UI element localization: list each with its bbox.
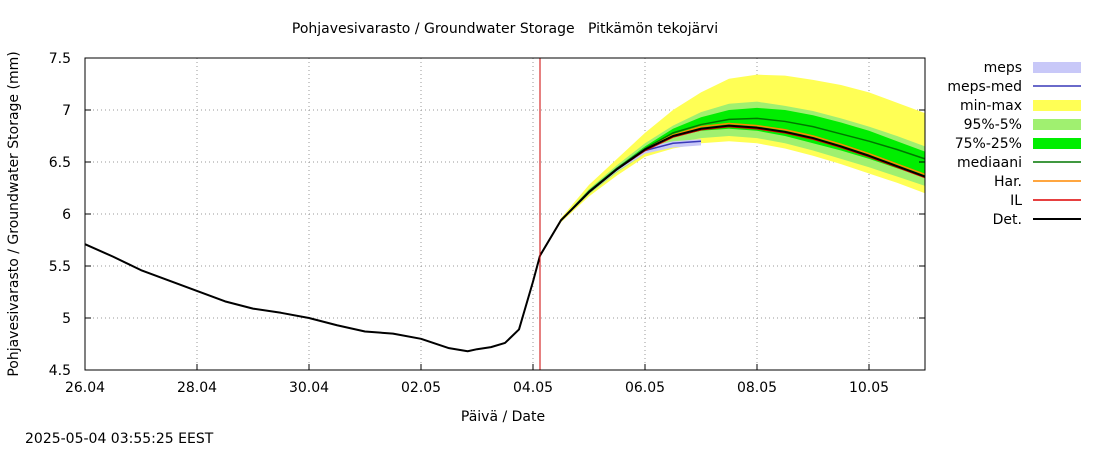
y-tick-label: 6.5 <box>49 155 71 171</box>
legend: meps meps-med min-max 95%-5% 75%-25% mediaani… <box>947 60 1081 228</box>
lines-layer <box>84 117 926 353</box>
legend-label-p75-25: 75%-25% <box>955 136 1022 152</box>
chart-title: Pohjavesivarasto / Groundwater Storage P… <box>292 21 718 37</box>
x-axis-ticks: 26.04 28.04 30.04 02.05 04.05 06.05 08.05 10.05 <box>65 364 889 396</box>
y-axis-ticks: 4.5 5 5.5 6 6.5 7 7.5 <box>49 51 925 379</box>
series-det <box>539 124 926 257</box>
x-tick-label: 08.05 <box>737 380 777 396</box>
y-tick-label: 4.5 <box>49 363 71 379</box>
legend-swatch-meps <box>1033 62 1081 73</box>
legend-swatch-p95-5 <box>1033 119 1081 130</box>
x-axis-label: Päivä / Date <box>461 409 545 425</box>
y-tick-label: 5.5 <box>49 259 71 275</box>
legend-label-minmax: min-max <box>960 98 1022 114</box>
x-tick-label: 28.04 <box>177 380 217 396</box>
x-tick-label: 26.04 <box>65 380 105 396</box>
observed-line <box>84 243 541 353</box>
legend-label-mediaani: mediaani <box>957 155 1022 171</box>
x-tick-label: 04.05 <box>513 380 553 396</box>
legend-label-har: Har. <box>994 174 1022 190</box>
legend-label-p95-5: 95%-5% <box>964 117 1022 133</box>
y-tick-label: 7.5 <box>49 51 71 67</box>
y-tick-label: 7 <box>62 103 71 119</box>
legend-swatch-minmax <box>1033 100 1081 111</box>
legend-label-meps-med: meps-med <box>947 79 1022 95</box>
legend-label-meps: meps <box>984 60 1022 76</box>
x-tick-label: 06.05 <box>625 380 665 396</box>
legend-label-det: Det. <box>993 212 1022 228</box>
band-75-25 <box>540 107 925 256</box>
bands-layer <box>540 74 925 256</box>
legend-swatch-p75-25 <box>1033 138 1081 149</box>
x-tick-label: 02.05 <box>401 380 441 396</box>
x-tick-label: 10.05 <box>849 380 889 396</box>
y-tick-label: 5 <box>62 311 71 327</box>
y-axis-label: Pohjavesivarasto / Groundwater Storage (… <box>6 51 22 376</box>
timestamp: 2025-05-04 03:55:25 EEST <box>25 431 214 447</box>
x-tick-label: 30.04 <box>289 380 329 396</box>
legend-label-il: IL <box>1010 193 1022 209</box>
y-tick-label: 6 <box>62 207 71 223</box>
